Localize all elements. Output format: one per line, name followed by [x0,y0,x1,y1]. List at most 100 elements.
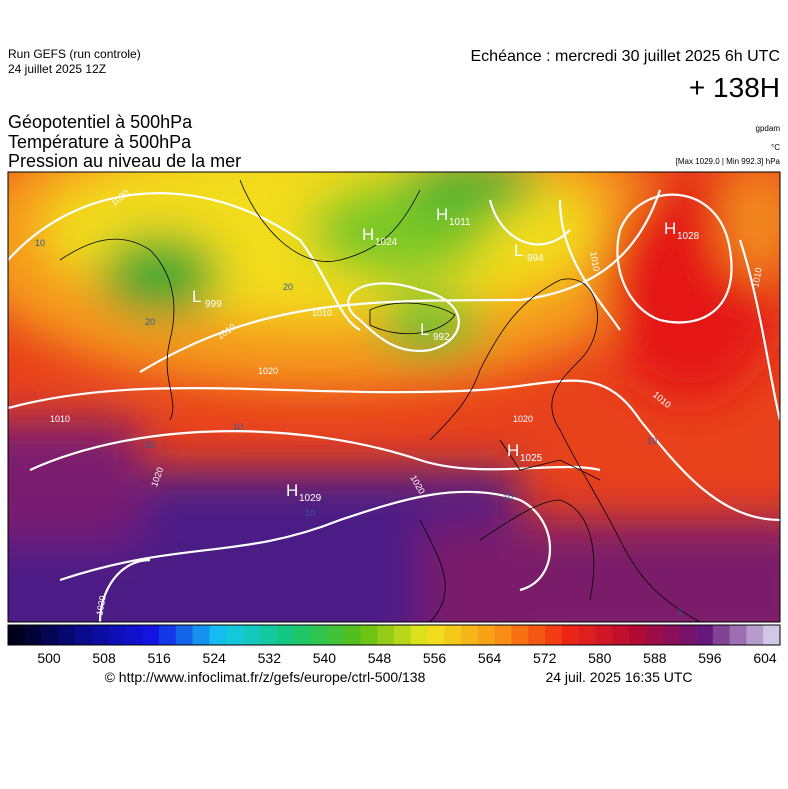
center-letter: H [436,205,448,224]
center-value: 1028 [677,231,700,242]
map-frame [7,171,781,623]
run-label: Run GEFS (run controle) [8,47,141,61]
center-letter: L [192,287,201,306]
temperature-label: 10 [145,440,155,450]
valid-time: Echéance : mercredi 30 juillet 2025 6h U… [471,48,781,65]
colorbar-swatch [58,625,76,645]
source: © http://www.infoclimat.fr/z/gefs/europe… [105,669,426,685]
center-letter: L [514,241,523,260]
colorbar-swatch [410,625,428,645]
colorbar-label: 516 [147,650,171,666]
colorbar-frame [7,624,781,646]
colorbar-swatch [477,625,495,645]
unit-label: °C [771,143,780,152]
temperature-label: 10 [503,492,513,502]
colorbar-label: 548 [368,650,392,666]
colorbar-swatch [612,625,630,645]
colorbar-swatch [326,625,344,645]
colorbar-swatch [91,625,109,645]
center-value: 994 [527,253,544,264]
colorbar-swatch [125,625,143,645]
colorbar-swatch [242,625,261,645]
colorbar-swatch [712,625,730,645]
colorbar: 500 508 516 524 532 540 548 556 564 572 580 588 596 6… [7,624,781,666]
colorbar-label: 604 [753,650,777,666]
temperature-label: 10 [305,508,315,518]
unit-label: [Max 1029.0 | Min 992.3] hPa [676,157,781,166]
colorbar-label: 532 [258,650,282,666]
center-value: 1025 [520,453,543,464]
center-value: 992 [433,332,450,343]
field-title: Géopotentiel à 500hPa [8,112,193,132]
colorbar-swatch [561,625,579,645]
colorbar-swatch [528,625,546,645]
isobar-label: 1010 [312,308,332,318]
colorbar-swatch [545,625,563,645]
generated-time: 24 juil. 2025 16:35 UTC [545,669,692,685]
field-title: Pression au niveau de la mer [8,151,241,171]
colorbar-swatch [578,625,596,645]
center-letter: H [507,441,519,460]
field-title: Température à 500hPa [8,132,192,152]
colorbar-swatch [24,625,42,645]
isobar-label: 1020 [258,366,278,376]
run-date: 24 juillet 2025 12Z [8,62,106,76]
colorbar-label: 564 [478,650,502,666]
colorbar-swatch [494,625,512,645]
center-letter: H [286,481,298,500]
isobar-label: 1020 [94,595,107,616]
colorbar-swatch [511,625,529,645]
center-letter: H [362,225,374,244]
colorbar-swatch [662,625,680,645]
center-value: 1011 [449,217,471,228]
colorbar-swatch [276,625,294,645]
colorbar-swatch [729,625,747,645]
center-value: 999 [205,299,222,310]
temperature-label: 10 [35,238,45,248]
colorbar-swatch [645,625,663,645]
colorbar-swatch [696,625,714,645]
colorbar-label: 508 [92,650,116,666]
colorbar-label: 572 [533,650,557,666]
map-field [8,172,780,622]
isobar-label: 1020 [513,414,533,424]
temperature-label: 20 [283,282,293,292]
colorbar-swatch [427,625,445,645]
temperature-label: 20 [145,317,155,327]
colorbar-swatch [628,625,647,645]
colorbar-swatch [461,625,479,645]
colorbar-label: 596 [698,650,722,666]
temperature-label: 0 [677,607,682,617]
colorbar-swatch [159,625,177,645]
colorbar-swatch [360,625,378,645]
lead-time: + 138H [689,72,780,103]
colorbar-label: 588 [643,650,667,666]
colorbar-swatch [679,625,697,645]
center-value: 1024 [375,237,398,248]
colorbar-label: 500 [37,650,61,666]
center-value: 1029 [299,493,322,504]
colorbar-swatch [75,625,93,645]
colorbar-swatch [444,625,462,645]
colorbar-swatch [377,625,395,645]
temperature-label: 10 [233,422,243,432]
isobar-label: 1010 [588,251,601,272]
colorbar-swatch [310,625,328,645]
center-letter: L [420,320,429,339]
colorbar-swatch [192,625,210,645]
colorbar-label: 556 [423,650,447,666]
colorbar-swatch [41,625,59,645]
colorbar-label: 524 [203,650,227,666]
center-letter: H [664,219,676,238]
colorbar-swatch [142,625,160,645]
temperature-label: 10 [647,436,657,446]
colorbar-swatch [343,625,361,645]
colorbar-swatch [226,625,244,645]
colorbar-swatch [108,625,126,645]
isobar-label: 1010 [50,414,70,424]
colorbar-swatch [209,625,227,645]
unit-label: gpdam [756,124,781,133]
colorbar-label: 580 [588,650,612,666]
colorbar-swatch [394,625,412,645]
